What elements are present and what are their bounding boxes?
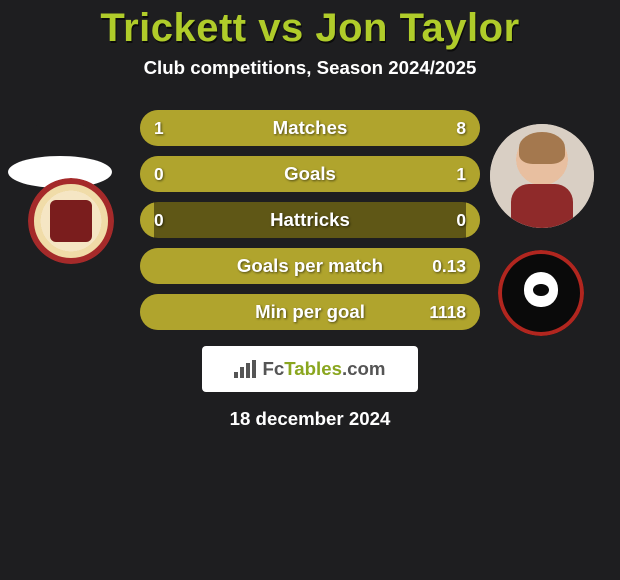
stat-row: Matches18 bbox=[140, 110, 480, 146]
stat-row: Hattricks0 0 bbox=[140, 202, 480, 238]
stat-fill-left bbox=[140, 248, 154, 284]
source-brand-prefix: Fc bbox=[262, 358, 284, 379]
page-title: Trickett vs Jon Taylor bbox=[0, 6, 620, 51]
comparison-bars: Matches18 Goals01 Hattricks0 0 Goals per mat… bbox=[140, 110, 480, 340]
club2-crest bbox=[498, 250, 584, 336]
stat-value-right: 0 bbox=[456, 202, 466, 238]
source-brand-accent: Tables bbox=[284, 358, 342, 379]
subtitle: Club competitions, Season 2024/2025 bbox=[0, 57, 620, 79]
stat-fill-left bbox=[140, 156, 154, 192]
player2-avatar-photo-icon bbox=[490, 124, 594, 228]
stat-fill-right bbox=[154, 294, 480, 330]
bar-chart-icon bbox=[234, 360, 256, 378]
stat-row: Min per goal1118 bbox=[140, 294, 480, 330]
source-badge-text: FcTables.com bbox=[262, 358, 385, 380]
stat-fill-right bbox=[154, 248, 480, 284]
stat-fill-right bbox=[466, 202, 480, 238]
stat-fill-left bbox=[140, 294, 154, 330]
comparison-card: Trickett vs Jon Taylor Club competitions… bbox=[0, 0, 620, 580]
salford-city-crest-icon bbox=[498, 250, 584, 336]
stat-label: Hattricks bbox=[140, 202, 480, 238]
stat-value-left: 0 bbox=[154, 202, 164, 238]
player2-avatar bbox=[490, 124, 594, 228]
stat-fill-right bbox=[177, 110, 480, 146]
stat-row: Goals01 bbox=[140, 156, 480, 192]
stat-row: Goals per match0.13 bbox=[140, 248, 480, 284]
source-badge: FcTables.com bbox=[202, 346, 418, 392]
snapshot-date: 18 december 2024 bbox=[0, 408, 620, 430]
source-brand-suffix: .com bbox=[342, 358, 386, 379]
club1-crest bbox=[28, 178, 114, 264]
stat-fill-right bbox=[154, 156, 480, 192]
stat-fill-left bbox=[140, 202, 154, 238]
stat-fill-left bbox=[140, 110, 177, 146]
accrington-stanley-crest-icon bbox=[28, 178, 114, 264]
